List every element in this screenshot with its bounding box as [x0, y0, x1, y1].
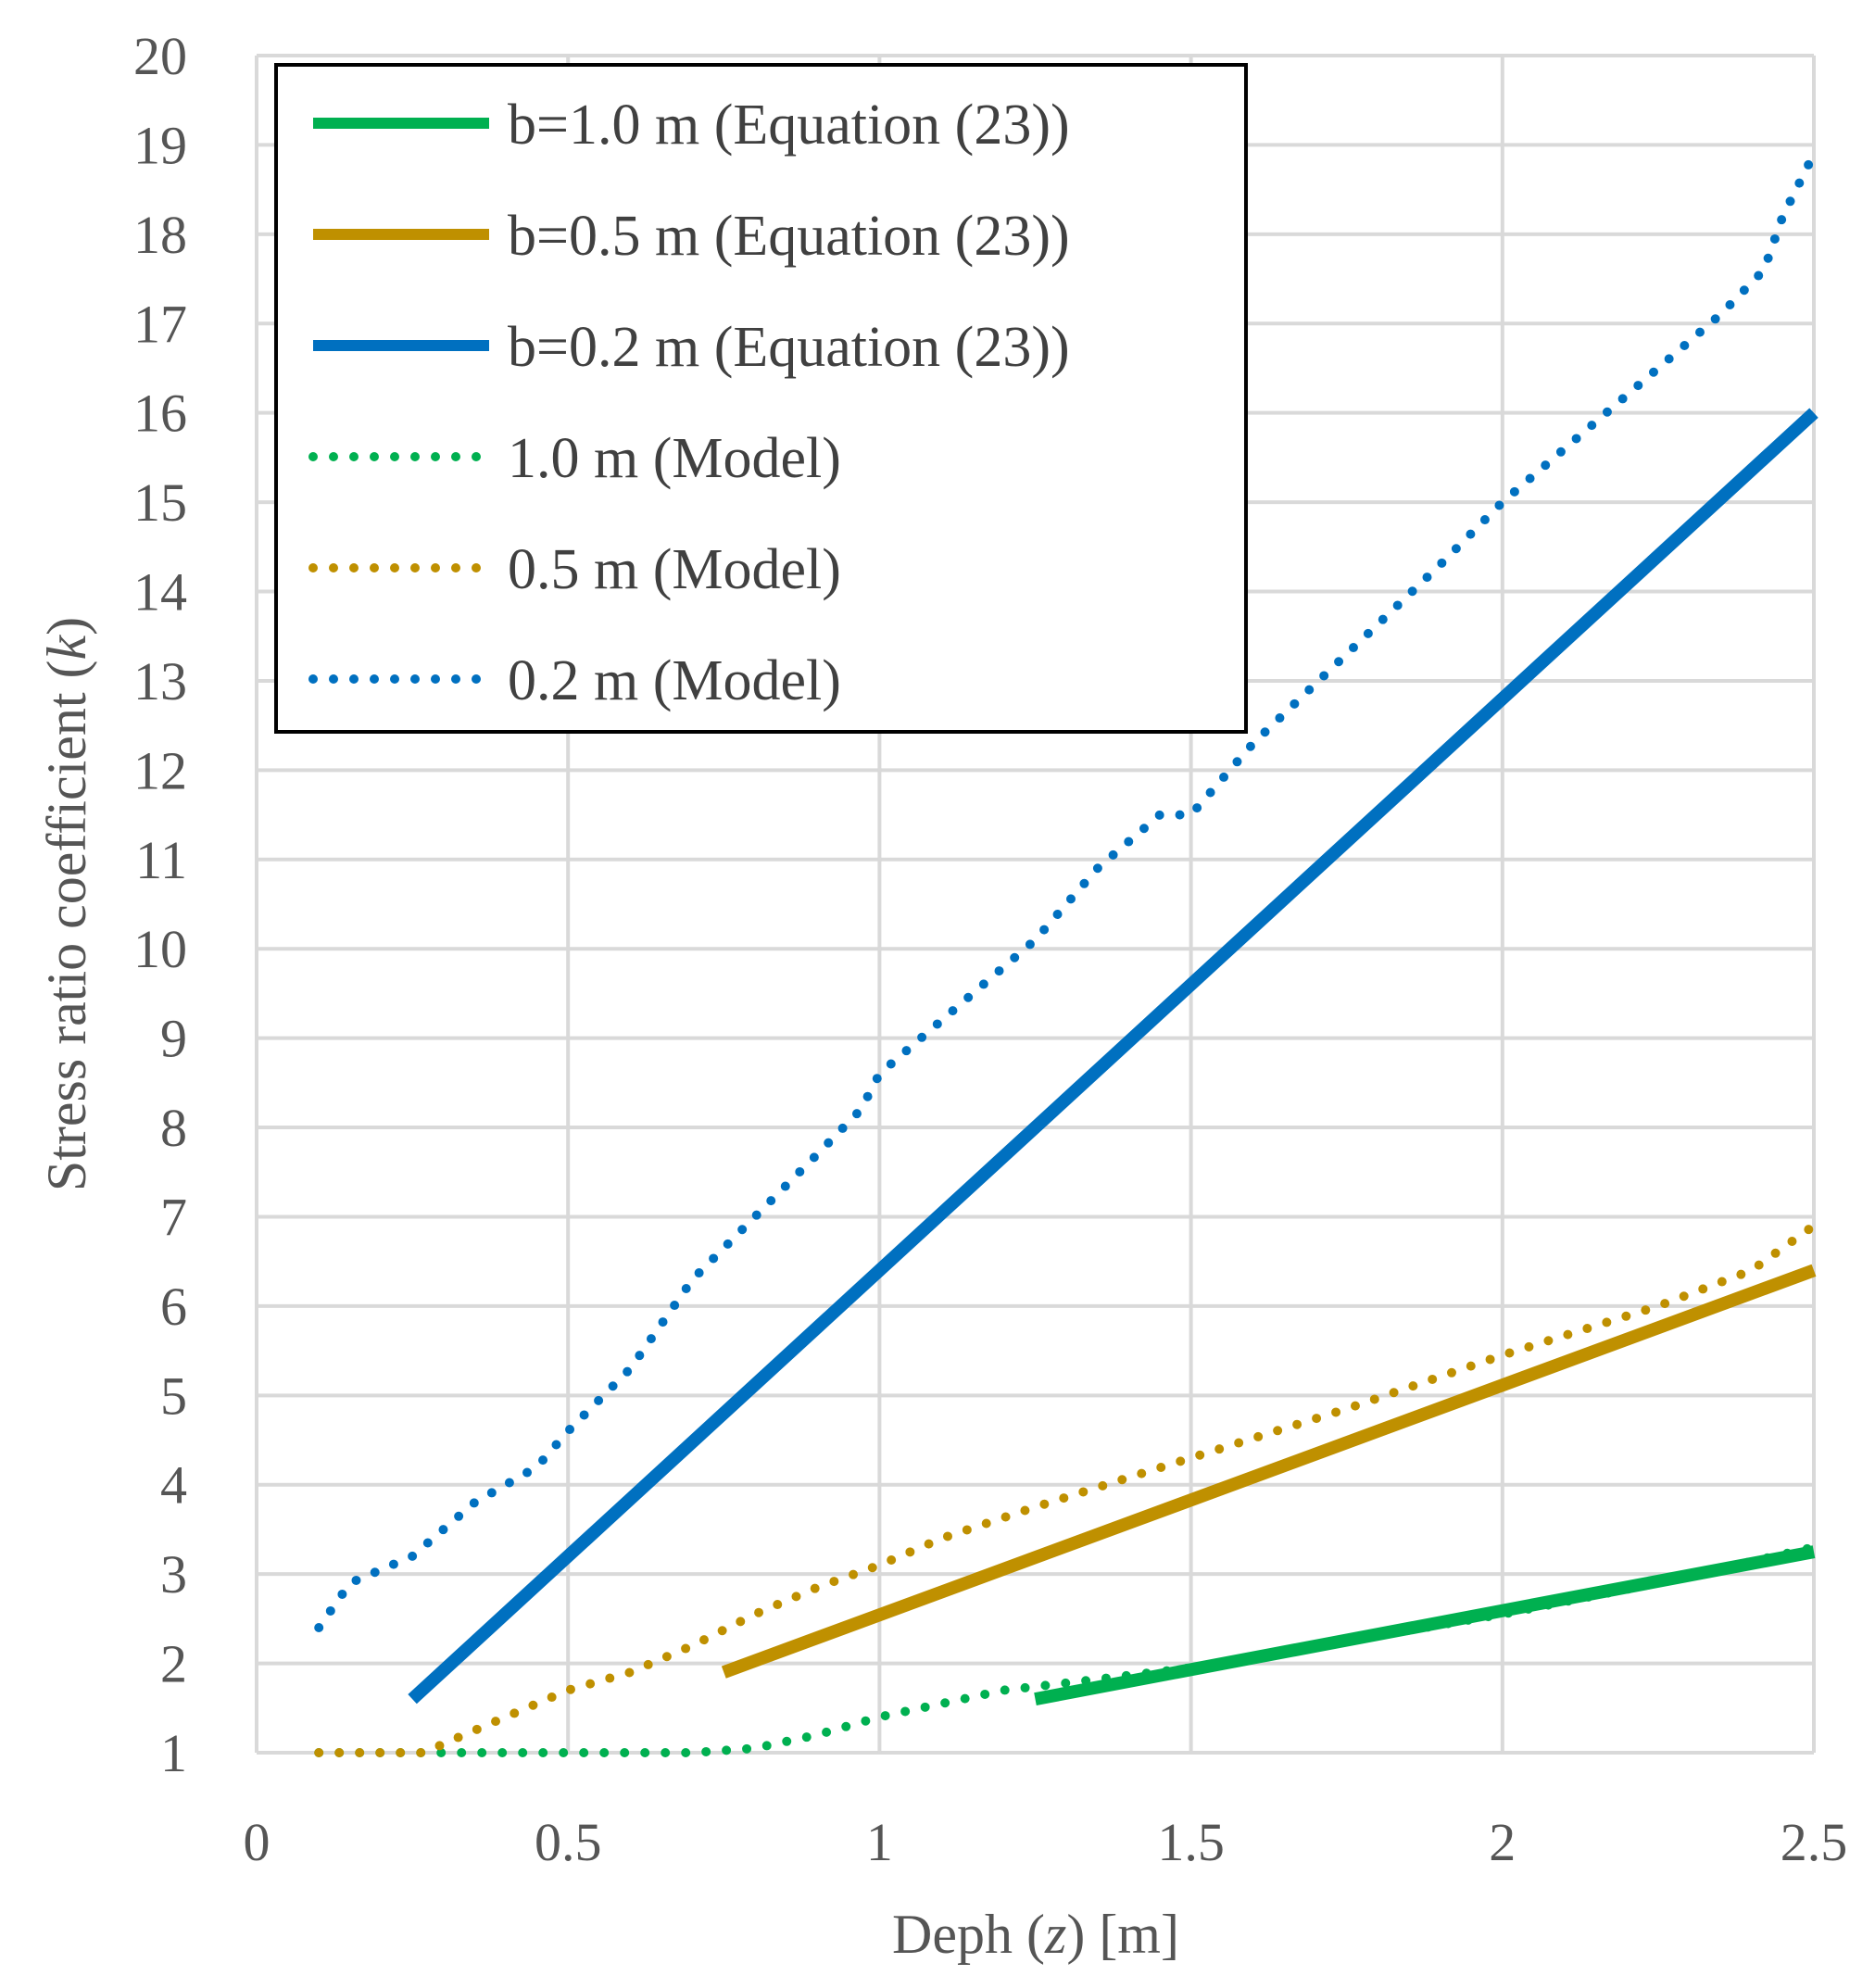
series-line-3 [408, 408, 1818, 1705]
x-tick-label: 1 [866, 1812, 893, 1872]
legend-box [274, 63, 1248, 734]
y-tick-label: 9 [160, 1009, 187, 1069]
x-axis-ticks: 0 0.5 1 1.5 2 2.5 [244, 1812, 1848, 1872]
y-tick-label: 7 [160, 1187, 187, 1247]
y-tick-label: 4 [160, 1455, 187, 1516]
legend-label: b=1.0 m (Equation (23)) [508, 94, 1070, 157]
y-tick-label: 20 [133, 26, 187, 86]
y-tick-label: 11 [135, 830, 187, 890]
y-tick-label: 13 [133, 651, 187, 711]
y-tick-label: 14 [133, 562, 187, 623]
y-tick-label: 18 [133, 205, 187, 265]
legend-label: 0.5 m (Model) [508, 538, 841, 601]
y-tick-label: 3 [160, 1544, 187, 1604]
y-tick-label: 10 [133, 919, 187, 979]
y-tick-label: 1 [160, 1723, 187, 1783]
y-tick-label: 6 [160, 1277, 187, 1337]
legend-label: 0.2 m (Model) [508, 649, 841, 712]
y-tick-label: 2 [160, 1634, 187, 1694]
x-tick-label: 2 [1489, 1812, 1516, 1872]
x-axis-title: Deph (z) [m] [892, 1904, 1179, 1965]
series-line-4 [314, 1542, 1818, 1757]
y-tick-label: 8 [160, 1098, 187, 1158]
y-tick-label: 15 [133, 472, 187, 533]
legend-label: b=0.5 m (Equation (23)) [508, 205, 1070, 268]
y-tick-label: 19 [133, 115, 187, 175]
x-tick-label: 1.5 [1157, 1812, 1225, 1872]
y-tick-label: 16 [133, 384, 187, 444]
x-tick-label: 0 [244, 1812, 271, 1872]
x-tick-label: 0.5 [535, 1812, 602, 1872]
series-line-5 [314, 1221, 1818, 1757]
y-tick-label: 17 [133, 294, 187, 354]
legend: b=1.0 m (Equation (23)) b=0.5 m (Equation… [274, 63, 1248, 734]
y-tick-label: 12 [133, 740, 187, 800]
legend-label: 1.0 m (Model) [508, 427, 841, 490]
y-axis-title: Stress ratio coefficient (k) [36, 617, 97, 1191]
legend-label: b=0.2 m (Equation (23)) [508, 316, 1070, 379]
x-tick-label: 2.5 [1781, 1812, 1848, 1872]
series-layer [314, 149, 1818, 1757]
series-line-2 [721, 1264, 1817, 1679]
y-tick-label: 5 [160, 1365, 187, 1426]
